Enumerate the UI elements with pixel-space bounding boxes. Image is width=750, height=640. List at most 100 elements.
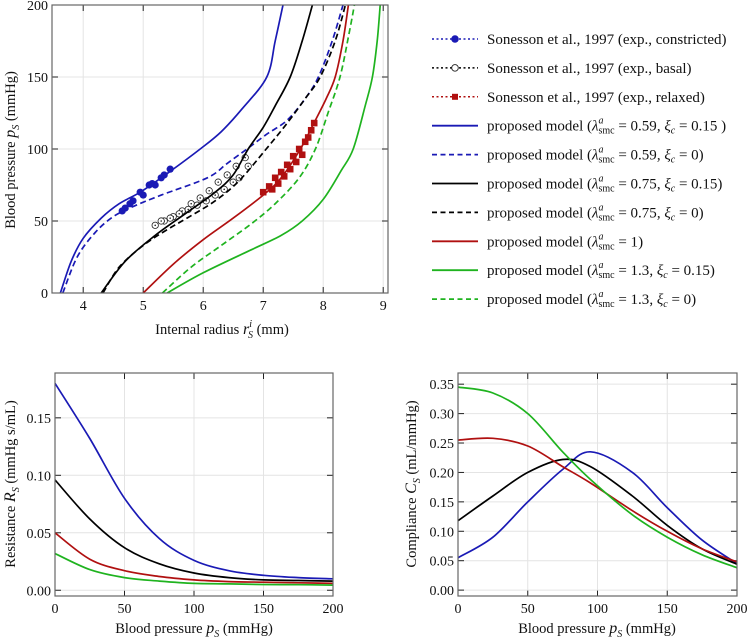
legend-text: , (657, 119, 665, 135)
lambda-subscript: smc (598, 184, 615, 195)
lambda-value: = 0.75 (615, 177, 657, 193)
legend-label: Sonesson et al., 1997 (exp., basal) (487, 61, 692, 77)
legend-item: proposed model (λa smc = 1.3, ξc = 0) (432, 289, 696, 310)
xi-subscript: c (671, 155, 676, 166)
data-point-constricted (129, 197, 137, 205)
plot-area (55, 382, 333, 586)
axis-label-variable: p (205, 620, 214, 637)
legend-text: ) (710, 263, 715, 279)
data-point-center (235, 165, 237, 168)
legend: Sonesson et al., 1997 (exp., constricted… (432, 32, 727, 310)
y-tick-label: 150 (27, 71, 48, 86)
series-line-black (55, 479, 333, 582)
x-tick-label: 200 (323, 602, 344, 617)
x-tick-label: 8 (320, 299, 327, 314)
data-point-relaxed (286, 165, 294, 173)
legend-label: Sonesson et al., 1997 (exp., relaxed) (487, 90, 705, 106)
y-axis-label: Blood pressure pS (mmHg) (2, 71, 22, 229)
legend-text: , (649, 263, 657, 279)
lambda-value: = 0.75 (615, 205, 657, 221)
legend-text: proposed model ( (487, 263, 592, 279)
y-tick-label: 0.15 (27, 412, 52, 427)
lambda-superscript: a (598, 260, 603, 271)
x-tick-label: 50 (118, 602, 132, 617)
y-tick-label: 100 (27, 143, 48, 158)
data-point-center (232, 181, 234, 183)
legend-text: , (649, 292, 657, 308)
data-point-relaxed (259, 188, 267, 196)
xi-symbol: ξ (664, 205, 671, 221)
x-tick-label: 200 (727, 602, 748, 617)
legend-marker (452, 93, 458, 100)
axis-label-text: (mL/mmHg) (404, 400, 420, 478)
legend-item: proposed model (λa smc = 1) (432, 231, 643, 252)
data-point-center (205, 200, 207, 202)
y-tick-label: 50 (34, 215, 48, 230)
series-line-blue (55, 382, 333, 580)
lambda-value: = 0.59 (615, 148, 657, 164)
axis-label-variable: R (2, 492, 19, 503)
y-tick-label: 0.00 (27, 584, 52, 599)
series-line-green (458, 386, 737, 569)
data-point-relaxed (292, 158, 300, 166)
lambda-symbol: λ (591, 119, 599, 135)
xi-subscript: c (671, 212, 676, 223)
data-point-center (208, 189, 210, 192)
legend-label: proposed model (λa smc = 0.59, ξc = 0) (487, 145, 704, 166)
lambda-superscript: a (598, 174, 603, 185)
xi-symbol: ξ (664, 148, 671, 164)
series-line-blue-dashed (62, 5, 344, 293)
legend-label: proposed model (λa smc = 0.59, ξc = 0.15 … (487, 116, 726, 137)
series-line-black (100, 5, 314, 293)
data-point-center (178, 213, 180, 215)
x-tick-label: 4 (80, 299, 87, 314)
axis-label-text: (mmHg s/mL) (3, 400, 19, 487)
y-axis-label: Compliance CS (mL/mmHg) (403, 400, 423, 567)
legend-text: ) (699, 148, 704, 164)
lambda-symbol: λ (591, 205, 599, 221)
axis-label-text: (mmHg) (3, 71, 19, 125)
data-point-relaxed (289, 152, 297, 160)
legend-item: proposed model (λa smc = 1.3, ξc = 0.15) (432, 260, 715, 281)
series-line-red (55, 532, 333, 585)
axis-label-text: Blood pressure (3, 138, 19, 229)
data-point-center (223, 188, 225, 191)
xi-value: = 0 (675, 148, 698, 164)
legend-label: proposed model (λa smc = 1) (487, 231, 643, 252)
axis-label-variable: p (608, 620, 617, 637)
axis-label-subscript: S (11, 125, 22, 130)
data-point-center (226, 174, 228, 176)
series-line-black (458, 458, 737, 565)
legend-item: Sonesson et al., 1997 (exp., basal) (432, 61, 692, 77)
plot-frame (54, 372, 334, 597)
xi-symbol: ξ (657, 263, 664, 279)
plot-frame (51, 4, 389, 294)
plot-area (59, 5, 382, 293)
legend-text: , (657, 205, 665, 221)
y-tick-label: 0.30 (430, 408, 455, 423)
resistance-chart: 0 50 100 150 200 0.00 0.05 0.10 0.15 Blood pressu… (2, 372, 344, 640)
series-line-red (142, 5, 350, 293)
xi-symbol: ξ (657, 292, 664, 308)
axis-label-subscript: S (412, 478, 423, 483)
lambda-value: = 1.3 (615, 292, 650, 308)
legend-item: proposed model (λa smc = 0.75, ξc = 0.15) (432, 174, 722, 195)
xi-symbol: ξ (664, 177, 671, 193)
axis-label-text: Internal radius (155, 322, 243, 338)
legend-marker (451, 35, 459, 43)
lambda-symbol: λ (591, 263, 599, 279)
lambda-superscript: a (598, 231, 603, 242)
axis-label-subscript: S (11, 487, 22, 492)
data-point-relaxed (274, 180, 282, 187)
legend-item: proposed model (λa smc = 0.59, ξc = 0) (432, 145, 704, 166)
data-point-center (217, 181, 219, 183)
legend-text: proposed model ( (487, 292, 592, 308)
x-tick-label: 9 (380, 299, 387, 314)
series-line-green (166, 5, 382, 293)
y-tick-label: 0.35 (430, 378, 455, 393)
data-point-center (154, 224, 156, 227)
data-point-center (247, 165, 249, 168)
axis-label-text: (mmHg) (219, 621, 273, 637)
x-tick-label: 100 (587, 602, 608, 617)
